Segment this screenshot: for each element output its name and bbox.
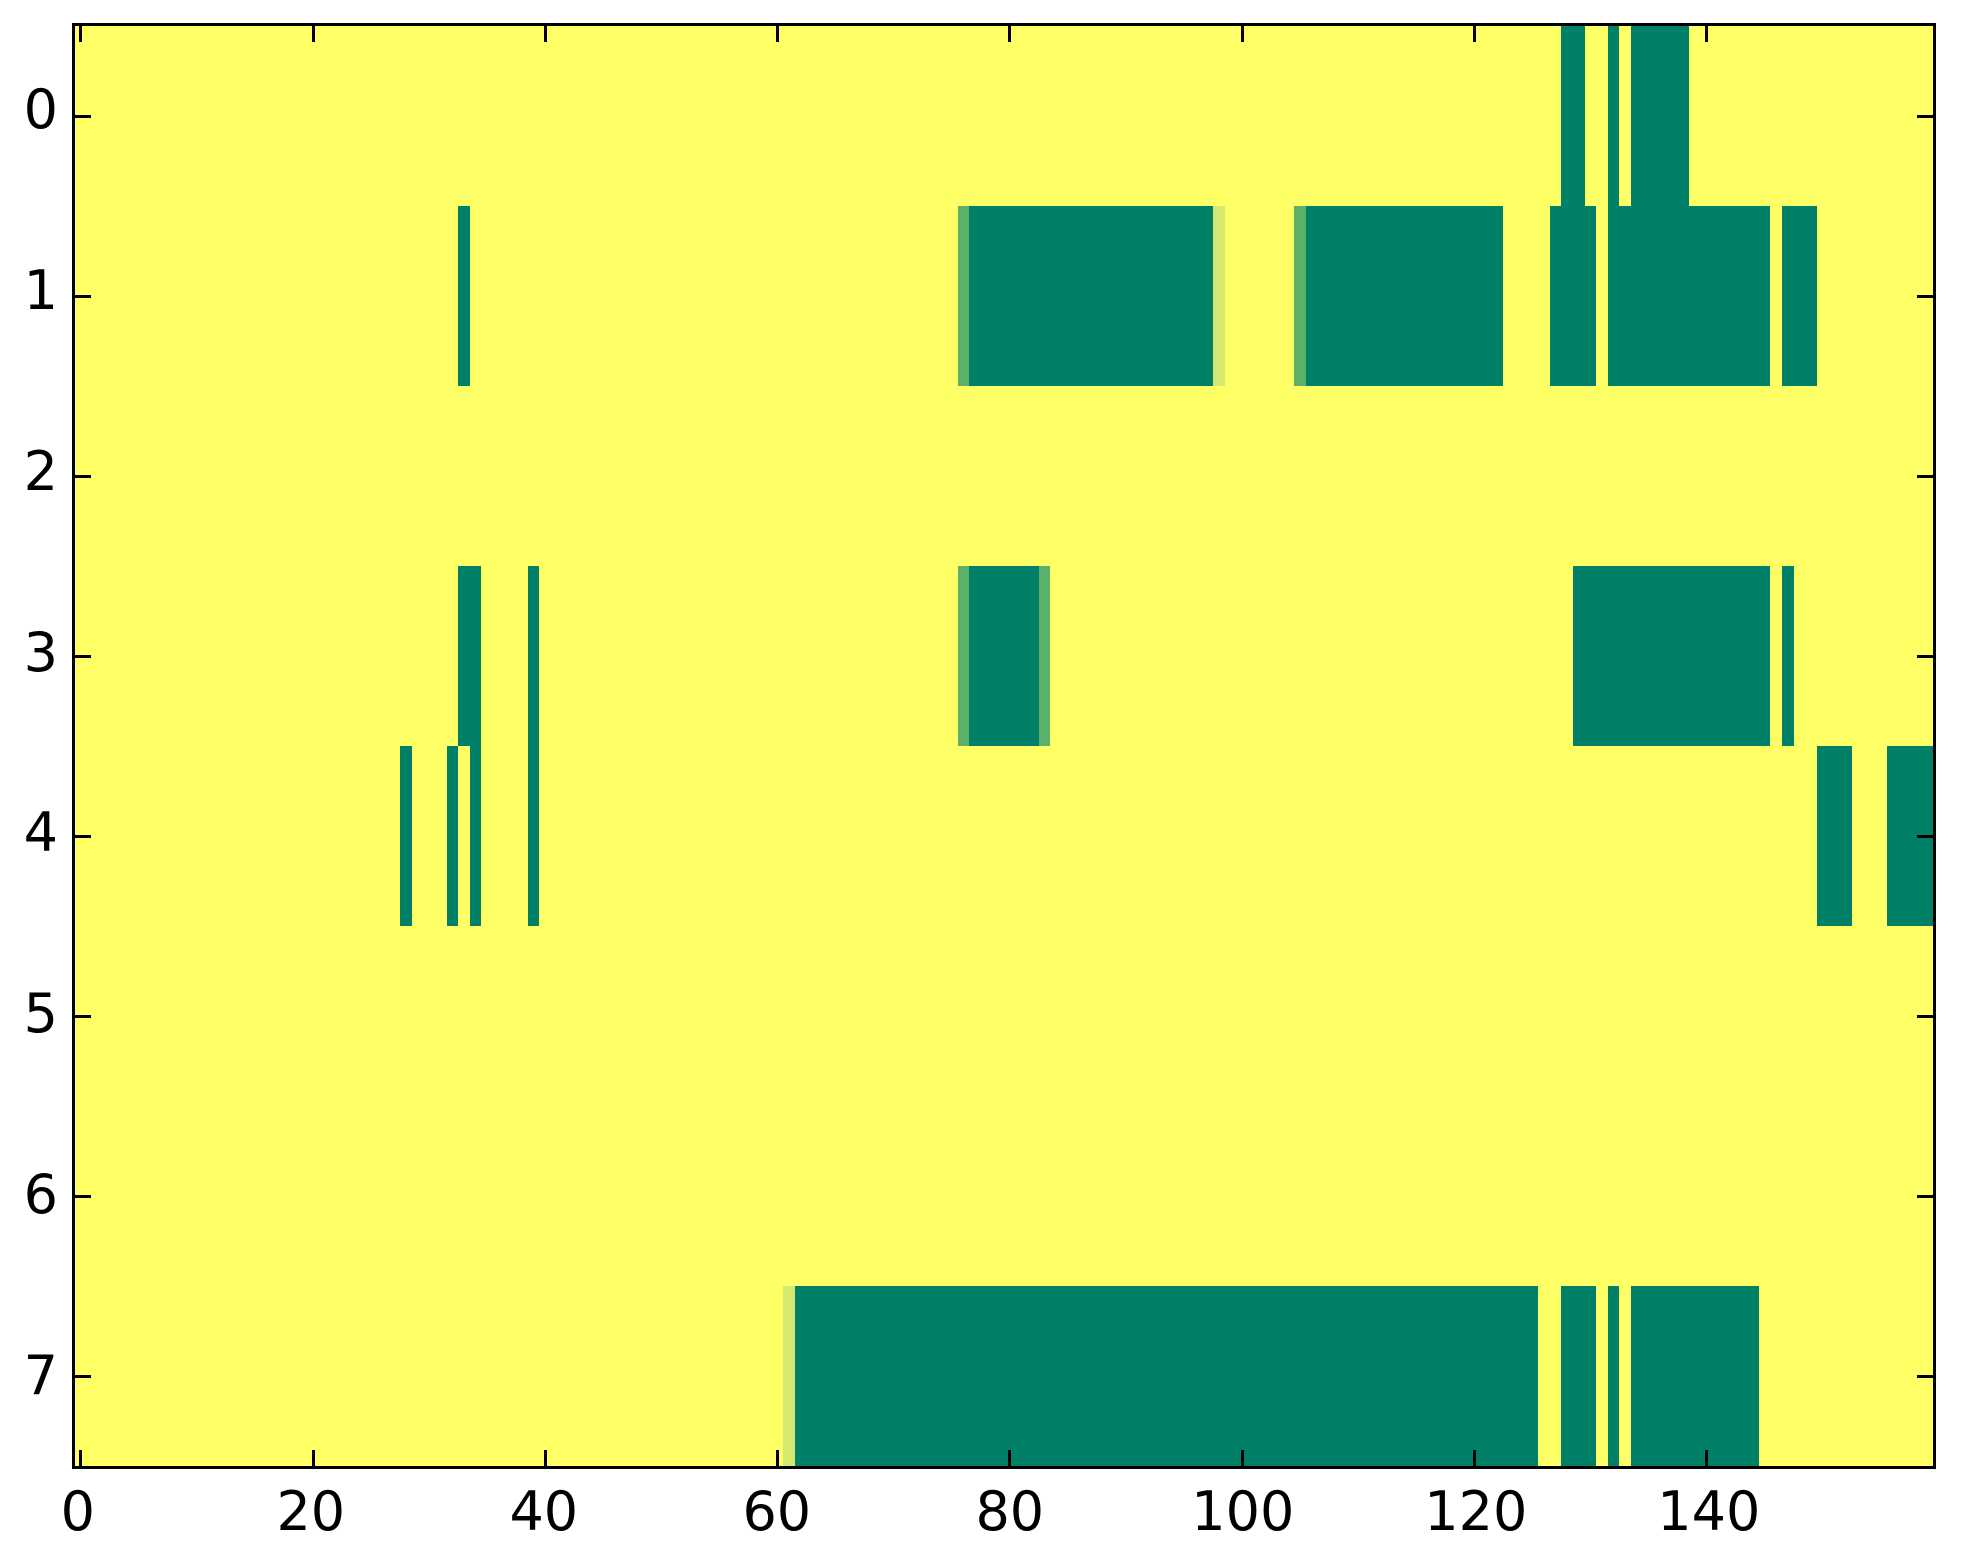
heatmap-segment-row1-c76-76 <box>957 206 970 386</box>
x-axis-tick-label: 80 <box>975 1480 1045 1543</box>
x-axis-tick-label: 60 <box>742 1480 812 1543</box>
x-axis-tick-label: 20 <box>276 1480 346 1543</box>
x-tick-bottom <box>1472 1450 1476 1466</box>
heatmap-segment-row0-c128-129 <box>1561 26 1585 206</box>
x-tick-bottom <box>79 1450 83 1466</box>
x-axis-tick-label: 120 <box>1424 1480 1528 1543</box>
x-tick-top <box>1240 26 1244 42</box>
heatmap-segment-row3-c76-76 <box>957 566 970 746</box>
y-axis-tick-label: 4 <box>23 801 58 865</box>
x-tick-top <box>776 26 780 42</box>
y-tick-right <box>1917 654 1933 658</box>
y-tick-left <box>75 834 91 838</box>
x-tick-top <box>1705 26 1709 42</box>
heatmap-segment-row1-c77-97 <box>969 206 1214 386</box>
y-axis-tick-label: 6 <box>23 1162 58 1226</box>
heatmap-segment-row4-c34-34 <box>469 746 482 926</box>
y-tick-right <box>1917 1374 1933 1378</box>
heatmap-segment-row4-c39-39 <box>527 746 540 926</box>
heatmap-segment-row4-c150-152 <box>1816 746 1852 926</box>
heatmap-segment-row7-c61-61 <box>783 1286 795 1466</box>
heatmap-segment-row7-c132-132 <box>1607 1286 1620 1466</box>
heatmap-segment-row1-c33-33 <box>458 206 470 386</box>
heatmap-segment-row7-c62-125 <box>794 1286 1539 1466</box>
heatmap-segment-row3-c77-82 <box>969 566 1039 746</box>
x-tick-top <box>311 26 315 42</box>
y-axis-tick-label: 1 <box>23 259 58 323</box>
heatmap-segment-row3-c129-145 <box>1573 566 1771 746</box>
y-tick-right <box>1917 1014 1933 1018</box>
y-axis-tick-label: 2 <box>23 439 58 503</box>
x-tick-top <box>1472 26 1476 42</box>
x-tick-top <box>1008 26 1012 42</box>
y-tick-left <box>75 1014 91 1018</box>
y-axis-tick-label: 3 <box>23 620 58 684</box>
y-tick-right <box>1917 834 1933 838</box>
heatmap-segment-row4-c32-32 <box>446 746 459 926</box>
y-axis-tick-label: 5 <box>23 982 58 1046</box>
y-axis-tick-label: 0 <box>23 78 58 142</box>
x-axis-tick-label: 140 <box>1657 1480 1761 1543</box>
x-tick-bottom <box>1240 1450 1244 1466</box>
y-tick-left <box>75 474 91 478</box>
x-tick-bottom <box>311 1450 315 1466</box>
y-tick-right <box>1917 294 1933 298</box>
heatmap-plot-area <box>72 23 1936 1469</box>
heatmap-segment-row7-c134-144 <box>1631 1286 1759 1466</box>
y-tick-left <box>75 654 91 658</box>
heatmap-segment-row3-c83-83 <box>1038 566 1051 746</box>
x-tick-bottom <box>776 1450 780 1466</box>
x-axis-tick-label: 0 <box>60 1480 95 1543</box>
x-axis-tick-label: 40 <box>509 1480 579 1543</box>
y-tick-right <box>1917 474 1933 478</box>
x-tick-bottom <box>543 1450 547 1466</box>
heatmap-segment-row3-c147-147 <box>1782 566 1794 746</box>
x-axis-tick-label: 100 <box>1191 1480 1295 1543</box>
heatmap-segment-row7-c128-130 <box>1561 1286 1597 1466</box>
heatmap-segment-row1-c147-149 <box>1782 206 1817 386</box>
x-tick-bottom <box>1008 1450 1012 1466</box>
y-tick-left <box>75 1194 91 1198</box>
heatmap-segment-row3-c39-39 <box>527 566 540 746</box>
y-axis-tick-label: 7 <box>23 1343 58 1407</box>
heatmap-segment-row4-c28-28 <box>400 746 412 926</box>
heatmap-cell-layer <box>75 26 1933 1466</box>
heatmap-segment-row1-c127-130 <box>1549 206 1597 386</box>
heatmap-segment-row1-c132-145 <box>1607 206 1771 386</box>
y-tick-left <box>75 114 91 118</box>
y-tick-right <box>1917 114 1933 118</box>
heatmap-segment-row1-c106-122 <box>1305 206 1504 386</box>
heatmap-segment-row1-c98-98 <box>1213 206 1225 386</box>
heatmap-segment-row1-c105-105 <box>1294 206 1306 386</box>
heatmap-segment-row0-c132-132 <box>1607 26 1620 206</box>
x-tick-bottom <box>1705 1450 1709 1466</box>
y-tick-left <box>75 1374 91 1378</box>
heatmap-segment-row3-c33-34 <box>458 566 482 746</box>
y-tick-right <box>1917 1194 1933 1198</box>
heatmap-segment-row0-c134-138 <box>1631 26 1690 206</box>
x-tick-top <box>79 26 83 42</box>
y-tick-left <box>75 294 91 298</box>
x-tick-top <box>543 26 547 42</box>
